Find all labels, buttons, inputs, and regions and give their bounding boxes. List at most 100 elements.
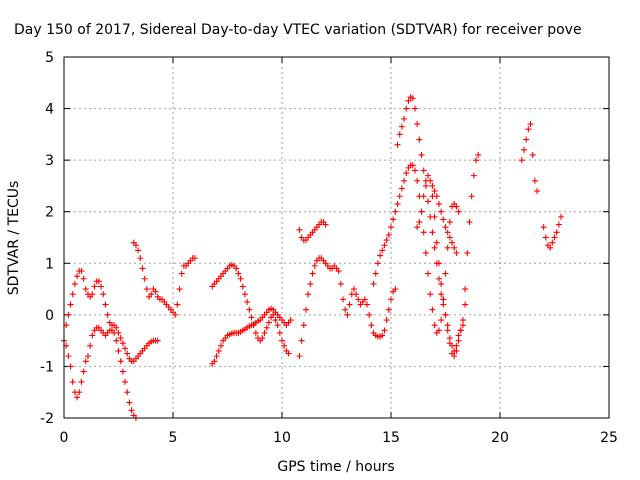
data-point [379, 247, 386, 254]
data-point [431, 244, 438, 251]
data-point [248, 314, 255, 321]
data-point [100, 291, 107, 298]
data-point [215, 347, 222, 354]
data-point [95, 278, 102, 285]
data-point [302, 306, 309, 313]
data-point [549, 239, 556, 246]
data-point [455, 208, 462, 215]
y-tick-label: 3 [45, 153, 54, 169]
data-point [102, 301, 109, 308]
data-point [388, 224, 394, 231]
data-point [370, 280, 377, 287]
data-point [518, 157, 525, 164]
data-point [444, 229, 451, 236]
data-point [279, 337, 285, 344]
data-point [117, 335, 124, 342]
x-tick-label: 20 [491, 430, 509, 446]
data-point [542, 234, 549, 241]
data-point [446, 340, 453, 347]
data-point [446, 219, 453, 226]
data-point [547, 244, 554, 251]
data-point [414, 224, 421, 231]
data-point [69, 291, 76, 298]
data-point [128, 407, 135, 414]
data-point [80, 275, 87, 282]
data-point [431, 188, 438, 195]
data-point [239, 283, 246, 290]
data-point [433, 193, 440, 200]
plot-frame [63, 56, 610, 419]
series-s8 [370, 162, 462, 336]
data-point [525, 126, 532, 133]
data-point [300, 322, 307, 329]
data-point [438, 280, 445, 287]
data-point [381, 327, 388, 334]
data-point [392, 208, 399, 215]
y-axis-label: SDTVAR / TECUs [6, 181, 22, 296]
data-point [433, 239, 440, 246]
data-point [178, 270, 185, 277]
data-point [76, 389, 83, 396]
data-point [440, 296, 447, 303]
data-point [558, 213, 565, 220]
data-point [470, 172, 477, 179]
data-point [274, 322, 281, 329]
data-point [126, 399, 133, 406]
data-point [411, 167, 418, 174]
series-s4 [209, 261, 292, 357]
data-point [468, 193, 475, 200]
axis-ticks: 0 5 10 15 20 25 -2 -1 0 1 2 3 4 5 [40, 50, 618, 446]
y-tick-label: 5 [45, 50, 54, 66]
data-point [124, 350, 131, 357]
data-point [298, 337, 305, 344]
data-point [431, 213, 438, 220]
data-point [115, 329, 122, 336]
data-point [523, 136, 530, 143]
series-s6 [296, 255, 399, 360]
data-point [246, 306, 253, 313]
data-point [65, 311, 72, 318]
data-point [457, 327, 464, 334]
data-point [551, 234, 558, 241]
series-s1 [61, 324, 139, 421]
data-point [377, 252, 384, 259]
y-tick-label: 1 [45, 256, 54, 272]
data-point [69, 378, 76, 385]
data-point [540, 224, 547, 231]
data-point [335, 268, 342, 275]
y-tick-label: 4 [45, 102, 54, 118]
data-point [411, 105, 418, 112]
y-tick-label: 2 [45, 205, 54, 221]
data-point [381, 242, 388, 249]
data-point [398, 185, 405, 192]
data-point [459, 322, 466, 329]
data-point [132, 242, 139, 249]
data-point [152, 288, 159, 295]
data-point [446, 335, 453, 342]
data-point [374, 260, 381, 267]
data-point [296, 226, 303, 233]
data-point [213, 353, 220, 360]
data-point [281, 342, 288, 349]
data-point [431, 322, 438, 329]
data-point [353, 291, 360, 298]
data-point [451, 353, 458, 360]
data-point [444, 244, 451, 251]
data-point [449, 239, 456, 246]
data-point [459, 317, 466, 324]
data-point [235, 270, 242, 277]
data-point [91, 283, 98, 290]
data-point [80, 368, 87, 375]
data-point [438, 291, 445, 298]
data-point [67, 363, 74, 370]
data-point [172, 311, 179, 318]
data-point [372, 270, 379, 277]
data-point [342, 306, 349, 313]
data-point [425, 270, 432, 277]
data-point [401, 177, 408, 184]
data-point [420, 229, 427, 236]
data-point [307, 280, 314, 287]
data-point [139, 265, 146, 272]
data-point [416, 136, 423, 143]
data-point [453, 249, 460, 256]
